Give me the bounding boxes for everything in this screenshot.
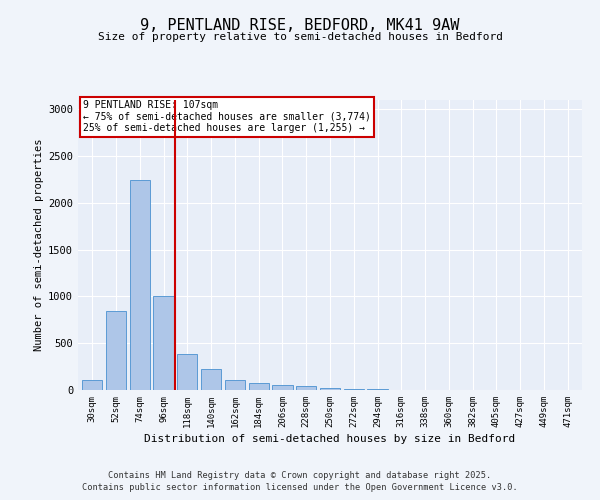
Bar [344,389,364,390]
Text: Contains HM Land Registry data © Crown copyright and database right 2025.: Contains HM Land Registry data © Crown c… [109,471,491,480]
Bar [248,382,269,390]
Text: Contains public sector information licensed under the Open Government Licence v3: Contains public sector information licen… [82,484,518,492]
Text: 9, PENTLAND RISE, BEDFORD, MK41 9AW: 9, PENTLAND RISE, BEDFORD, MK41 9AW [140,18,460,32]
X-axis label: Distribution of semi-detached houses by size in Bedford: Distribution of semi-detached houses by … [145,434,515,444]
Y-axis label: Number of semi-detached properties: Number of semi-detached properties [34,138,44,352]
Bar [296,386,316,390]
Bar [225,380,245,390]
Bar [130,180,150,390]
Bar [154,296,173,390]
Bar [320,388,340,390]
Text: Size of property relative to semi-detached houses in Bedford: Size of property relative to semi-detach… [97,32,503,42]
Bar [272,385,293,390]
Bar [201,370,221,390]
Bar [106,312,126,390]
Text: 9 PENTLAND RISE: 107sqm
← 75% of semi-detached houses are smaller (3,774)
25% of: 9 PENTLAND RISE: 107sqm ← 75% of semi-de… [83,100,371,133]
Bar [177,354,197,390]
Bar [82,380,103,390]
